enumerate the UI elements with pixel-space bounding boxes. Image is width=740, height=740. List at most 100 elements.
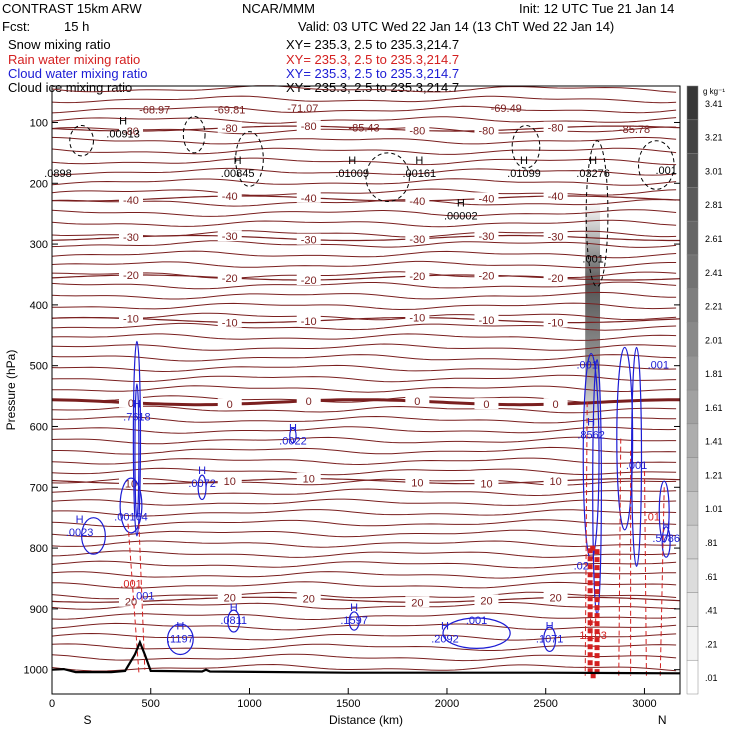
isotherm-line (52, 167, 677, 176)
isotherm-label-bg (217, 230, 242, 242)
cloud-water-contour (658, 480, 670, 543)
colorbar-label: 1.81 (705, 369, 723, 379)
max-value-label: .0022 (279, 436, 307, 448)
isotherm-label-bg (405, 232, 430, 244)
isotherm-label-bg (543, 272, 568, 284)
isotherm-line (51, 663, 677, 672)
max-value-label: .001 (120, 579, 141, 591)
max-marker: H (589, 155, 597, 167)
isotherm-label-bg (296, 191, 321, 203)
isotherm-label: -80 (409, 125, 425, 137)
max-value-label: .001 (648, 360, 669, 372)
isotherm-label: -40 (123, 195, 139, 207)
cloud-water-contour (166, 623, 194, 656)
colorbar-segment (686, 659, 699, 695)
max-value-label: .0072 (188, 478, 216, 490)
isotherm-labelled-line (51, 274, 681, 281)
isotherm-label: 20 (224, 593, 236, 605)
max-marker: H (457, 198, 465, 210)
isotherm-label-bg (217, 398, 242, 410)
isotherm-label: 10 (480, 479, 492, 491)
isotherm-line (51, 426, 677, 434)
y-tick-label: 300 (30, 239, 48, 251)
max-value-label: .03276 (576, 168, 610, 180)
isotherm-label-bg (217, 475, 242, 487)
isotherm-label-bg (118, 269, 143, 281)
isotherm-label-bg (405, 269, 430, 281)
isotherm-line (51, 147, 677, 155)
cloud-ice-contour (69, 125, 94, 157)
max-marker: H (441, 620, 449, 632)
colorbar-label: 3.21 (705, 133, 723, 143)
isotherm-line (51, 322, 677, 331)
max-marker: H (234, 155, 242, 167)
isotherm-line (51, 281, 677, 290)
max-value-label: .01009 (335, 168, 369, 180)
max-marker: H (198, 465, 206, 477)
x-tick-label: 1500 (336, 698, 360, 710)
isotherm-label: -80 (479, 126, 495, 138)
isotherm-line (51, 116, 677, 124)
isotherm-line (51, 509, 677, 517)
forecast-hour: 15 h (64, 19, 90, 34)
organization-label: NCAR/MMM (242, 1, 315, 16)
y-tick-label: 800 (30, 543, 48, 555)
y-axis-label: Pressure (hPa) (4, 350, 18, 431)
isotherm-line (51, 250, 677, 259)
isotherm-line (51, 581, 677, 589)
isotherm-line (51, 457, 677, 466)
cloud-water-contour (132, 340, 142, 537)
isotherm-label-bg (217, 271, 242, 283)
isotherm-label-bg (543, 591, 568, 603)
colorbar-segment (686, 626, 699, 661)
cloud-ice-contour (585, 140, 609, 288)
max-marker: H (587, 417, 595, 429)
isotherm-line (51, 219, 677, 228)
x-tick-label: 2000 (435, 698, 459, 710)
max-value-label: .2092 (431, 633, 459, 645)
isotherm-label-bg (543, 474, 568, 486)
min-temperature-label: -85.43 (348, 123, 379, 135)
max-value-label: .1197 (167, 633, 194, 645)
isotherm-line (51, 622, 677, 631)
isotherm-line (51, 136, 677, 145)
y-tick-label: 500 (30, 361, 48, 373)
isotherm-label-bg (217, 190, 242, 202)
isotherm-label: -20 (301, 275, 317, 287)
isotherm-label-bg (474, 124, 499, 136)
max-marker: H (176, 620, 184, 632)
isotherm-label: -40 (479, 193, 495, 205)
max-value-label: .001 (133, 591, 154, 603)
max-value-label: .001 (466, 615, 487, 627)
max-value-label: .00845 (221, 168, 255, 180)
south-label: S (84, 713, 92, 727)
isotherm-label-bg (118, 312, 143, 324)
isotherm-line (51, 529, 677, 538)
isotherm-line (52, 446, 677, 455)
isotherm-line (51, 571, 677, 579)
colorbar-label: 3.41 (705, 99, 723, 109)
x-tick-label: 1000 (237, 698, 261, 710)
isotherm-label: -30 (548, 231, 564, 243)
isotherm-line (51, 333, 677, 341)
isotherm-label: -30 (301, 235, 317, 247)
cloud-water-contour (661, 526, 671, 558)
cloud-water-contour (134, 383, 140, 519)
max-value-label: 1.103 (579, 630, 607, 642)
max-value-label: .001 (626, 460, 647, 472)
isotherm-label-bg (217, 121, 242, 133)
field-snow-name: Snow mixing ratio (8, 37, 111, 52)
isotherm-line (51, 343, 677, 351)
colorbar-label: 1.01 (705, 504, 723, 514)
isotherm-label: -20 (548, 273, 564, 285)
isotherm-label: 0 (553, 399, 559, 411)
isotherm-label: -30 (123, 232, 139, 244)
y-tick-label: 200 (30, 178, 48, 190)
freezing-level-line (51, 398, 680, 407)
isotherm-label: 0 (306, 396, 312, 408)
isotherm-line (51, 550, 677, 558)
isotherm-line (51, 519, 677, 527)
field-cloud-water-xy: XY= 235.3, 2.5 to 235.3,214.7 (286, 66, 460, 81)
colorbar-segment (686, 558, 699, 593)
